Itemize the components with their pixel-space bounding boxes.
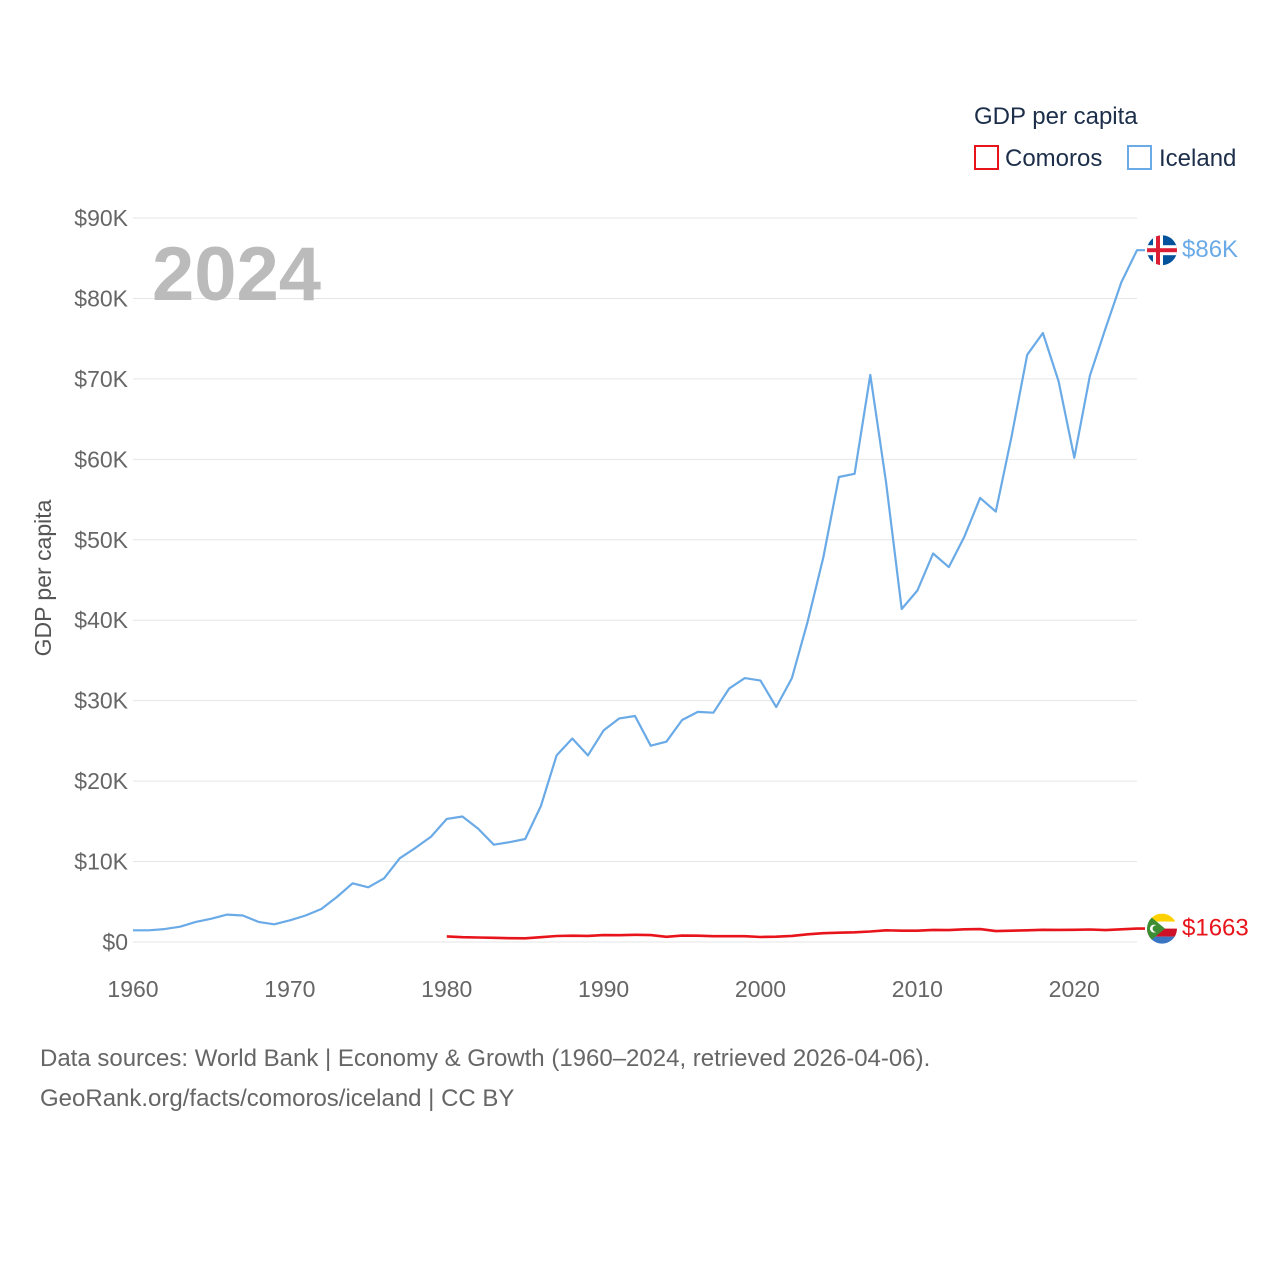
y-tick-label: $40K <box>74 607 128 633</box>
legend-title: GDP per capita <box>974 103 1138 130</box>
x-tick-label: 1960 <box>107 976 158 1002</box>
series-lines <box>132 249 1145 940</box>
comoros-flag-icon <box>1147 913 1177 944</box>
x-tick-label: 2020 <box>1049 976 1100 1002</box>
x-tick-label: 1980 <box>421 976 472 1002</box>
y-tick-label: $80K <box>74 285 128 311</box>
y-axis-ticks: $0 $10K $20K $30K $40K $50K $60K $70K $80K $90K <box>74 205 128 955</box>
y-tick-label: $60K <box>74 446 128 472</box>
y-tick-label: $20K <box>74 768 128 794</box>
y-tick-label: $70K <box>74 366 128 392</box>
footer-sources: Data sources: World Bank | Economy & Gro… <box>40 1045 931 1072</box>
legend: GDP per capita Comoros Iceland <box>974 103 1236 172</box>
y-tick-label: $0 <box>102 929 128 955</box>
y-tick-label: $50K <box>74 527 128 553</box>
legend-label-iceland: Iceland <box>1159 145 1236 172</box>
iceland-end-label: $86K <box>1182 236 1238 263</box>
x-tick-label: 1970 <box>264 976 315 1002</box>
legend-swatch-iceland <box>1127 145 1152 170</box>
legend-item-iceland[interactable]: Iceland <box>1127 145 1236 172</box>
y-tick-label: $10K <box>74 849 128 875</box>
x-tick-label: 2000 <box>735 976 786 1002</box>
series-line-comoros <box>446 927 1145 940</box>
end-labels: $86K $1663 <box>1147 235 1249 944</box>
x-tick-label: 1990 <box>578 976 629 1002</box>
grid-lines <box>133 217 1137 943</box>
x-axis-ticks: 1960 1970 1980 1990 2000 2010 2020 <box>107 976 1099 1002</box>
footer-attribution: GeoRank.org/facts/comoros/iceland | CC B… <box>40 1085 515 1112</box>
legend-item-comoros[interactable]: Comoros <box>974 145 1102 172</box>
series-line-iceland <box>133 249 1145 932</box>
y-tick-label: $30K <box>74 688 128 714</box>
legend-label-comoros: Comoros <box>1005 145 1102 172</box>
year-label: 2024 <box>152 232 321 317</box>
y-tick-label: $90K <box>74 205 128 231</box>
x-tick-label: 2010 <box>892 976 943 1002</box>
comoros-end-label: $1663 <box>1182 915 1249 942</box>
iceland-flag-icon <box>1147 235 1177 266</box>
y-axis-label: GDP per capita <box>30 499 56 656</box>
legend-swatch-comoros <box>974 145 999 170</box>
